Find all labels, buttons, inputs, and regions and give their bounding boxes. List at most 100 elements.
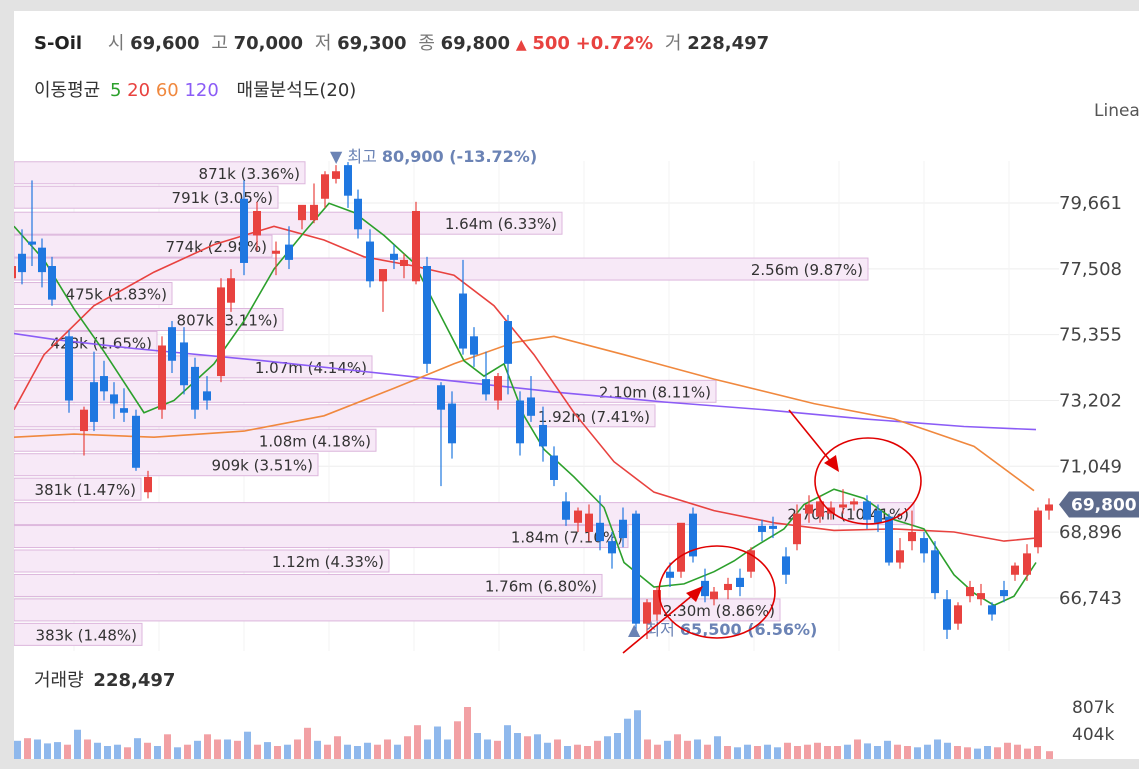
candle[interactable]	[191, 357, 199, 419]
candle[interactable]	[516, 391, 524, 456]
last-price-badge	[1059, 491, 1139, 518]
candle[interactable]	[1034, 507, 1042, 554]
candle[interactable]	[272, 241, 280, 276]
candle[interactable]	[1011, 562, 1019, 581]
candle[interactable]	[966, 580, 974, 603]
candle[interactable]	[805, 495, 813, 523]
candle[interactable]	[400, 253, 408, 279]
candle[interactable]	[110, 382, 118, 419]
candle[interactable]	[504, 314, 512, 395]
candle[interactable]	[666, 562, 674, 587]
candle[interactable]	[459, 259, 467, 355]
candle[interactable]	[65, 330, 73, 413]
candle[interactable]	[494, 372, 502, 410]
candle[interactable]	[896, 538, 904, 569]
candle[interactable]	[920, 531, 928, 563]
candle-body	[344, 165, 352, 196]
volume-bar	[514, 733, 521, 759]
candle[interactable]	[132, 409, 140, 471]
candle[interactable]	[48, 256, 56, 306]
candle[interactable]	[180, 327, 188, 395]
candle[interactable]	[793, 504, 801, 551]
candle[interactable]	[943, 590, 951, 639]
candle[interactable]	[550, 446, 558, 487]
candle[interactable]	[769, 516, 777, 539]
candle[interactable]	[354, 189, 362, 239]
candle[interactable]	[1045, 498, 1053, 520]
candle[interactable]	[310, 183, 318, 224]
candle[interactable]	[168, 321, 176, 373]
candle[interactable]	[100, 360, 108, 401]
candle[interactable]	[344, 162, 352, 208]
candle[interactable]	[827, 501, 835, 520]
candle-body	[724, 583, 732, 591]
candle[interactable]	[158, 336, 166, 419]
candle[interactable]	[18, 229, 26, 285]
candle[interactable]	[285, 226, 293, 270]
candle[interactable]	[988, 602, 996, 621]
candle[interactable]	[677, 522, 685, 578]
candle[interactable]	[574, 507, 582, 532]
candle[interactable]	[850, 498, 858, 511]
ma20-label[interactable]: 20	[127, 80, 151, 101]
candle[interactable]	[390, 244, 398, 270]
candle[interactable]	[608, 531, 616, 569]
candle[interactable]	[747, 547, 755, 578]
candle[interactable]	[931, 541, 939, 600]
candle[interactable]	[1000, 580, 1008, 603]
candle[interactable]	[482, 351, 490, 401]
candle[interactable]	[28, 180, 36, 267]
candle[interactable]	[839, 489, 847, 514]
price-chart[interactable]: 871k (3.36%) 791k (3.05%) 1.64m (6.33%) 774…	[14, 11, 1139, 759]
candle[interactable]	[885, 513, 893, 566]
candle[interactable]	[448, 391, 456, 459]
candle[interactable]	[423, 256, 431, 373]
ma5-label[interactable]: 5	[109, 80, 122, 101]
candle[interactable]	[653, 586, 661, 621]
candle[interactable]	[908, 510, 916, 551]
candle[interactable]	[412, 201, 420, 285]
candle[interactable]	[782, 547, 790, 584]
candle[interactable]	[585, 504, 593, 542]
candle[interactable]	[321, 171, 329, 208]
scale-mode-label[interactable]: Linea	[1094, 101, 1139, 121]
candle[interactable]	[379, 269, 387, 312]
candle[interactable]	[253, 201, 261, 251]
candle[interactable]	[954, 602, 962, 630]
candle[interactable]	[1023, 544, 1031, 581]
candle[interactable]	[977, 583, 985, 606]
candle[interactable]	[701, 568, 709, 603]
candle[interactable]	[470, 327, 478, 367]
candle[interactable]	[14, 257, 16, 294]
candle[interactable]	[144, 470, 152, 499]
candle[interactable]	[710, 586, 718, 606]
candle[interactable]	[217, 278, 225, 383]
candle[interactable]	[227, 269, 235, 312]
candle[interactable]	[366, 229, 374, 288]
candle[interactable]	[596, 495, 604, 551]
candle[interactable]	[632, 510, 640, 636]
candle[interactable]	[298, 204, 306, 230]
candle[interactable]	[240, 180, 248, 276]
candle[interactable]	[527, 376, 535, 422]
candle[interactable]	[38, 238, 46, 288]
candle[interactable]	[874, 504, 882, 532]
volume-profile-label[interactable]: 매물분석도(20)	[236, 80, 357, 101]
candle[interactable]	[90, 351, 98, 432]
candle[interactable]	[539, 406, 547, 462]
candle[interactable]	[120, 388, 128, 422]
candle[interactable]	[736, 568, 744, 597]
candle[interactable]	[80, 406, 88, 456]
candle[interactable]	[562, 492, 570, 526]
candle[interactable]	[758, 519, 766, 542]
candle[interactable]	[619, 507, 627, 548]
volume-bar	[794, 746, 801, 759]
moving-average-label[interactable]: 이동평균	[34, 80, 101, 101]
ma120-label[interactable]: 120	[184, 80, 219, 101]
candle[interactable]	[437, 382, 445, 487]
ma60-label[interactable]: 60	[155, 80, 179, 101]
candle[interactable]	[689, 507, 697, 563]
candle[interactable]	[332, 165, 340, 184]
candle[interactable]	[724, 577, 732, 600]
candle[interactable]	[203, 376, 211, 410]
